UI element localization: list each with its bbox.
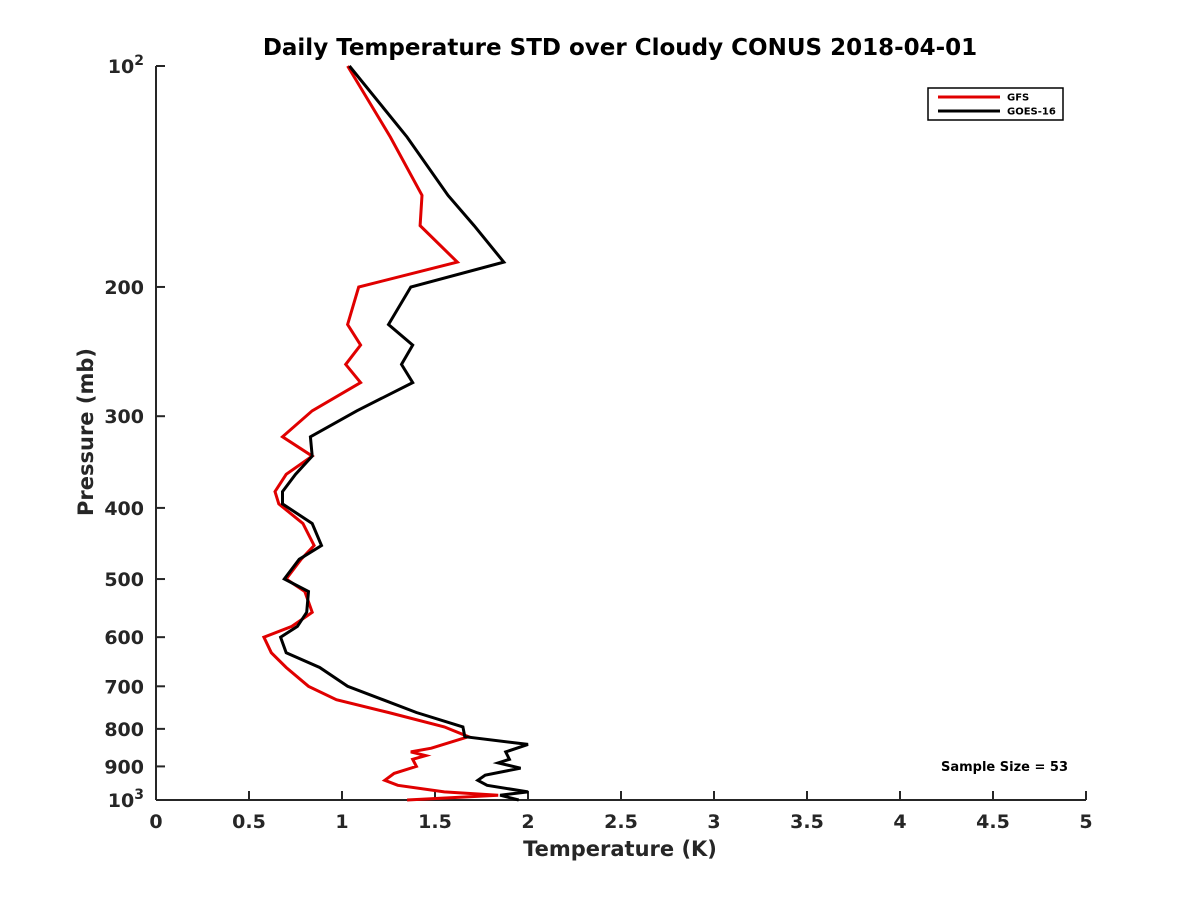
x-tick-label: 0 [149, 811, 162, 833]
legend-box [927, 87, 1064, 121]
x-tick-label: 1 [335, 811, 348, 833]
y-tick-label: 900 [104, 756, 144, 778]
y-tick-label: 800 [104, 719, 144, 741]
y-tick-label: 102 [108, 53, 144, 78]
x-tick-label: 4.5 [976, 811, 1010, 833]
y-tick-label: 300 [104, 406, 144, 428]
legend-label-goes-16: GOES-16 [1007, 107, 1056, 118]
plot-area: 0 0.5 1 1.5 2 2.5 3 3.5 4 4.5 5 102 200 300 400 500 600 7… [104, 53, 1092, 833]
x-tick-label: 3 [707, 811, 720, 833]
y-tick-label: 600 [104, 627, 144, 649]
y-tick-label: 700 [104, 676, 144, 698]
y-axis-label: Pressure (mb) [74, 348, 98, 516]
x-tick-label: 1.5 [418, 811, 452, 833]
y-tick-label: 103 [108, 787, 144, 812]
legend-label-gfs: GFS [1007, 93, 1029, 104]
x-tick-label: 3.5 [790, 811, 824, 833]
x-tick-label: 2 [521, 811, 534, 833]
series-line-goes-16 [278, 65, 529, 802]
sample-size-note: Sample Size = 53 [941, 760, 1068, 775]
x-tick-label: 4 [893, 811, 906, 833]
legend: GFS GOES-16 [927, 87, 1064, 121]
x-tick-label: 2.5 [604, 811, 638, 833]
x-tick-label: 5 [1079, 811, 1092, 833]
y-tick-label: 500 [104, 569, 144, 591]
x-axis-label: Temperature (K) [523, 837, 717, 861]
y-tick-label: 200 [104, 277, 144, 299]
x-tick-label: 0.5 [232, 811, 266, 833]
chart-title: Daily Temperature STD over Cloudy CONUS … [263, 35, 977, 61]
y-tick-label: 400 [104, 498, 144, 520]
